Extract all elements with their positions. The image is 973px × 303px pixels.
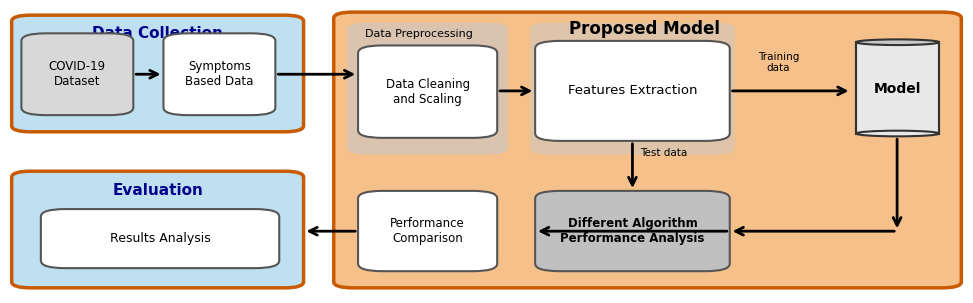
Text: Proposed Model: Proposed Model [568,20,720,38]
Text: Training
data: Training data [758,52,799,73]
FancyBboxPatch shape [12,171,304,288]
Text: Different Algorithm
Performance Analysis: Different Algorithm Performance Analysis [560,217,704,245]
FancyBboxPatch shape [347,23,508,155]
Text: Data Cleaning
and Scaling: Data Cleaning and Scaling [385,78,470,106]
Ellipse shape [856,39,939,45]
FancyBboxPatch shape [21,33,133,115]
Text: Evaluation: Evaluation [112,183,203,198]
Ellipse shape [856,131,939,136]
Text: Model: Model [874,82,921,96]
FancyBboxPatch shape [358,191,497,271]
FancyBboxPatch shape [535,191,730,271]
FancyBboxPatch shape [358,45,497,138]
Text: Symptoms
Based Data: Symptoms Based Data [185,60,254,88]
Text: Features Extraction: Features Extraction [567,85,698,97]
FancyBboxPatch shape [12,15,304,132]
FancyBboxPatch shape [530,23,735,155]
Text: Data Collection: Data Collection [92,26,223,41]
FancyBboxPatch shape [41,209,279,268]
Text: Results Analysis: Results Analysis [110,232,210,245]
Text: Performance
Comparison: Performance Comparison [390,217,465,245]
FancyBboxPatch shape [163,33,275,115]
FancyBboxPatch shape [535,41,730,141]
Bar [856,42,939,134]
Text: Data Preprocessing: Data Preprocessing [365,29,473,39]
FancyBboxPatch shape [334,12,961,288]
Text: COVID-19
Dataset: COVID-19 Dataset [49,60,106,88]
Text: Test data: Test data [640,148,688,158]
